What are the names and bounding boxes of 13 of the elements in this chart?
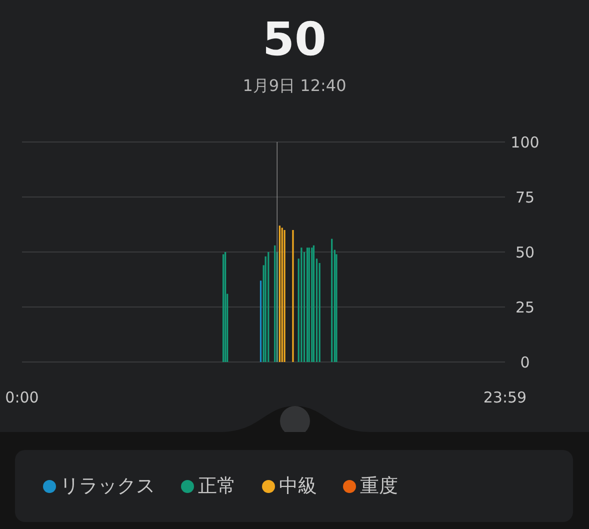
y-tick-label: 75	[515, 188, 535, 206]
chart-subtitle: 1月9日 12:40	[242, 76, 348, 97]
x-tick-label: 23:59	[483, 388, 527, 407]
legend-label: 中級	[279, 474, 317, 499]
chart-title: 50	[261, 12, 328, 66]
y-tick-label: 100	[510, 133, 540, 152]
legend-label: リラックス	[60, 474, 155, 499]
legend-label: 重度	[360, 474, 398, 499]
y-tick-label: 25	[515, 298, 535, 316]
legend-label: 正常	[198, 474, 236, 499]
y-tick-label: 0	[520, 353, 530, 372]
x-tick-label: 0:00	[5, 388, 39, 407]
y-tick-label: 50	[515, 243, 535, 262]
